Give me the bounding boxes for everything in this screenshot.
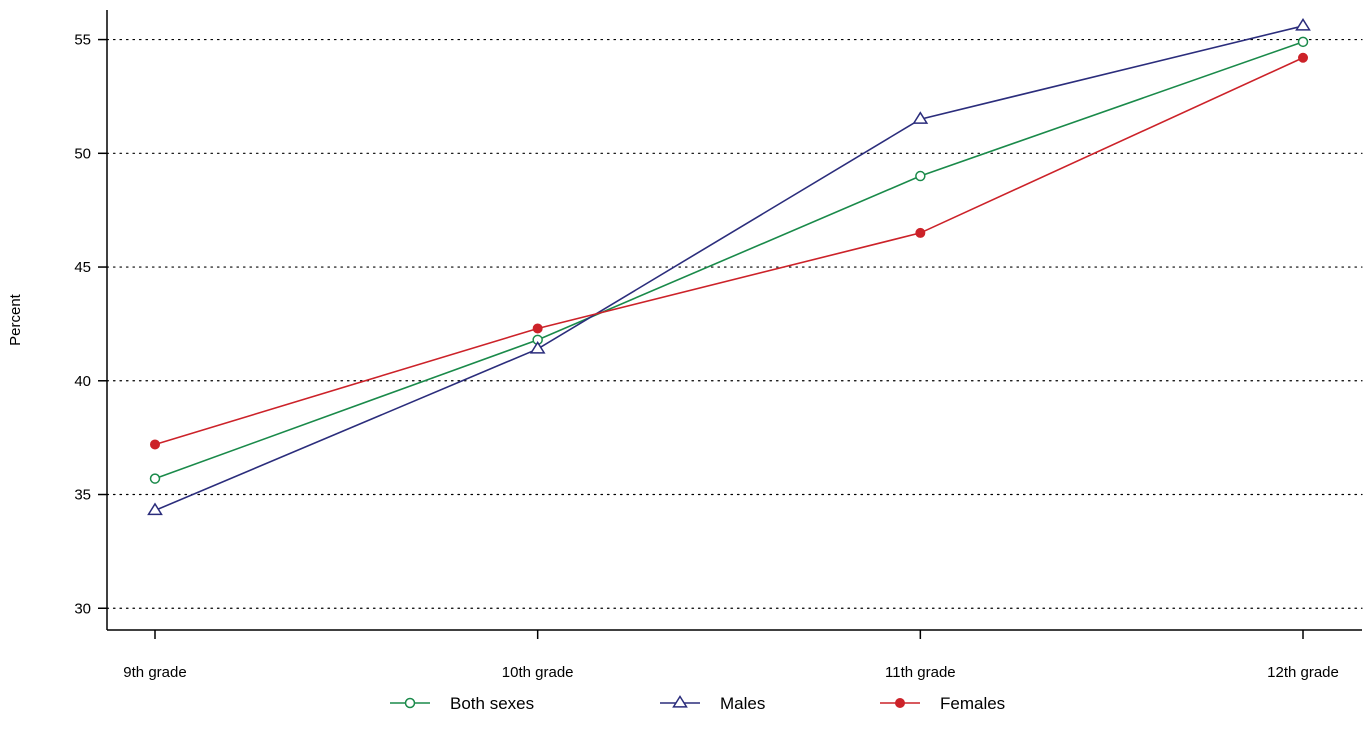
series-line-males — [154, 25, 1304, 512]
legend-label: Females — [940, 694, 1005, 713]
x-tick-label: 12th grade — [1267, 664, 1339, 681]
legend-item-females: Females — [880, 694, 1005, 713]
y-tick-label: 45 — [74, 259, 91, 276]
data-point-males — [912, 111, 929, 124]
legend-label: Males — [720, 694, 765, 713]
legend-marker — [672, 695, 688, 708]
y-tick-label: 35 — [74, 487, 91, 504]
data-point-both-sexes — [149, 473, 161, 484]
legend-item-males: Males — [660, 694, 765, 713]
series-females — [150, 52, 1309, 450]
data-point-both-sexes — [915, 170, 926, 182]
y-tick-label: 55 — [74, 32, 91, 49]
x-tick-label: 10th grade — [502, 664, 574, 681]
y-tick-label: 50 — [74, 145, 91, 162]
data-point-both-sexes — [1297, 36, 1309, 48]
series-line-females — [154, 57, 1304, 446]
x-tick-label: 9th grade — [123, 664, 186, 681]
data-point-females — [150, 439, 160, 450]
y-tick-label: 30 — [74, 600, 91, 617]
axes: 30 35 40 45 50 55 9th grade 10th grade 11th grad… — [74, 10, 1362, 681]
series-both-sexes — [149, 36, 1309, 484]
series-males — [147, 18, 1311, 516]
y-axis-label: Percent — [7, 293, 24, 346]
data-point-females — [915, 227, 926, 238]
legend-marker — [404, 697, 416, 709]
data-point-females — [1298, 52, 1309, 63]
legend: Both sexes Males Females — [390, 694, 1005, 713]
gridlines — [106, 38, 1363, 609]
legend-label: Both sexes — [450, 694, 534, 713]
series-line-both-sexes — [154, 41, 1304, 480]
data-point-males — [1295, 18, 1311, 31]
data-point-females — [532, 323, 543, 334]
legend-item-both-sexes: Both sexes — [390, 694, 534, 713]
x-tick-label: 11th grade — [885, 664, 956, 681]
data-point-males — [529, 341, 546, 354]
y-tick-label: 40 — [74, 373, 91, 390]
legend-marker — [895, 698, 905, 708]
data-point-males — [147, 502, 163, 516]
series — [147, 18, 1311, 516]
